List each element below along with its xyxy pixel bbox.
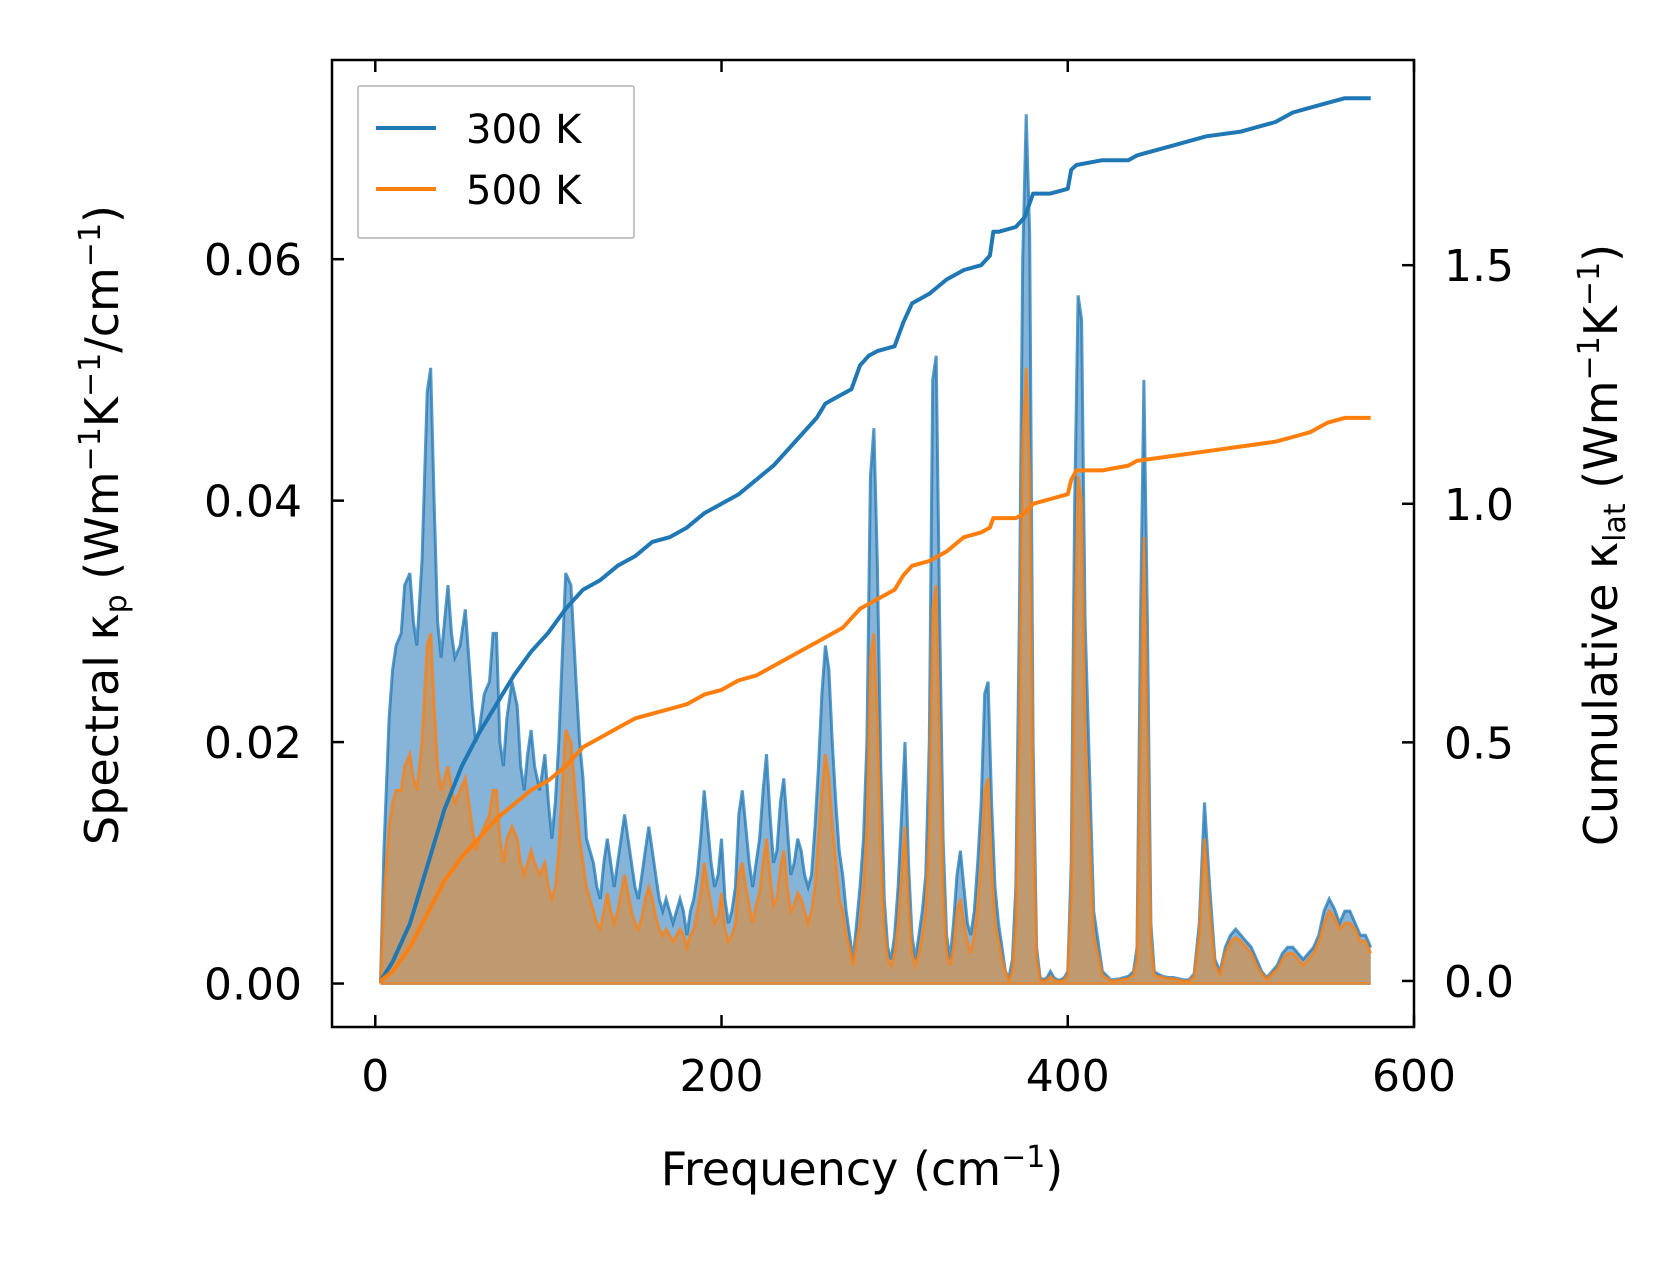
cumulative-line-300k	[378, 96, 1371, 983]
y-left-tick-label-1: 0.02	[204, 718, 302, 769]
x-tick-label-600: 600	[1372, 1051, 1456, 1102]
y-right-label-end: )	[1574, 244, 1628, 262]
y-right-tick-label-3: 1.5	[1444, 241, 1514, 292]
cumulative-line-500k	[379, 415, 1371, 983]
y-right-tick-label-1: 0.5	[1444, 718, 1514, 769]
plot-content	[378, 96, 1373, 986]
y-right-tick-label-0: 0.0	[1444, 957, 1514, 1008]
legend-box	[357, 85, 635, 239]
legend-label-500k: 500 K	[466, 168, 583, 214]
y-right-label-sub: lat	[1598, 503, 1633, 542]
x-tick-label-200: 200	[680, 1051, 764, 1102]
y-right-axis-label: Cumulative κlat (Wm−1K−1)	[1572, 244, 1633, 846]
plot-area	[378, 96, 1373, 986]
y-left-tick-label-3: 0.06	[204, 235, 302, 286]
y-left-label-pre: Spectral κ	[75, 613, 129, 845]
plot-frame	[330, 58, 1416, 1029]
x-axis-label-end: )	[1045, 1142, 1063, 1196]
x-axis-label-sup: −1	[1001, 1140, 1045, 1175]
x-tick-label-0: 0	[361, 1051, 389, 1102]
y-right-label-pre: Cumulative κ	[1574, 542, 1628, 846]
y-left-label-sup3: −1	[73, 223, 108, 267]
y-left-tick-label-2: 0.04	[204, 477, 302, 528]
y-right-label-sup1: −1	[1572, 336, 1607, 380]
y-left-label-mid2: K	[75, 395, 129, 427]
y-right-label-mid1: (Wm	[1574, 380, 1628, 503]
y-left-label-mid3: /cm	[75, 267, 129, 353]
y-right-label-sup2: −1	[1572, 262, 1607, 306]
y-left-label-mid1: (Wm	[75, 471, 129, 594]
y-left-tick-label-0: 0.00	[204, 960, 302, 1011]
legend: 300 K 500 K	[357, 85, 635, 239]
y-left-axis-label: Spectral κp (Wm−1K−1/cm−1)	[73, 205, 134, 845]
x-axis-label: Frequency (cm−1)	[661, 1140, 1064, 1196]
legend-label-300k: 300 K	[466, 107, 583, 153]
axes	[330, 58, 1416, 1029]
y-left-label-end: )	[75, 205, 129, 223]
y-left-label-sup2: −1	[73, 353, 108, 397]
ticks: 0 200 400 600 0.00 0.02 0.04 0.06 0.0 0.5 1.0 1.5	[204, 60, 1514, 1102]
y-left-label-sub: p	[99, 594, 134, 613]
x-axis-label-text: Frequency (cm	[661, 1142, 1001, 1196]
y-left-label-sup1: −1	[73, 427, 108, 471]
y-right-tick-label-2: 1.0	[1444, 480, 1514, 531]
x-tick-label-400: 400	[1026, 1051, 1110, 1102]
spectral-line-500k	[379, 367, 1373, 984]
y-right-label-mid2: K	[1574, 304, 1628, 336]
